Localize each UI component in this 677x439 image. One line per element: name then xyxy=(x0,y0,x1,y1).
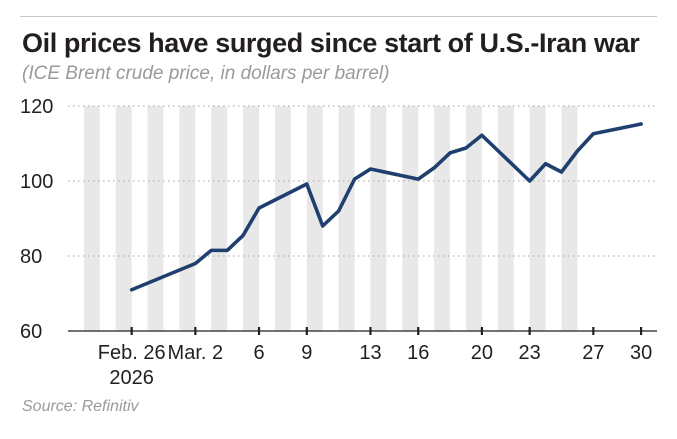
shade-band-3 xyxy=(179,106,196,331)
x-tick-label: 30 xyxy=(630,342,652,364)
shade-band-14 xyxy=(529,106,546,331)
series-group xyxy=(129,122,643,292)
shade-band-15 xyxy=(561,106,578,331)
x-tick-labels: Feb. 26 2026 Mar. 2 6 9 13 16 20 23 27 30 xyxy=(98,342,652,389)
shade-band-0 xyxy=(83,106,100,331)
x-tick-label: 16 xyxy=(407,342,429,364)
shade-band-12 xyxy=(465,106,482,331)
y-tick-label: 120 xyxy=(20,96,53,118)
shade-band-2 xyxy=(147,106,164,331)
shade-band-11 xyxy=(434,106,451,331)
x-tick-year-label: 2026 xyxy=(109,367,154,389)
shade-band-8 xyxy=(338,106,355,331)
top-rule xyxy=(20,16,657,17)
x-tick-label: 13 xyxy=(359,342,381,364)
chart-title: Oil prices have surged since start of U.… xyxy=(22,28,640,58)
shade-band-4 xyxy=(211,106,228,331)
shade-band-7 xyxy=(306,106,323,331)
y-tick-labels: 60 80 100 120 xyxy=(20,96,53,343)
series-line-brent xyxy=(129,122,643,292)
shade-band-1 xyxy=(115,106,132,331)
x-tick-label: 20 xyxy=(471,342,493,364)
chart-subtitle: (ICE Brent crude price, in dollars per b… xyxy=(22,63,390,84)
y-tick-label: 100 xyxy=(20,171,53,193)
x-tick-label: Feb. 26 xyxy=(98,342,166,364)
x-axis xyxy=(68,327,657,335)
y-tick-label: 60 xyxy=(20,321,42,343)
x-tick-label: 27 xyxy=(582,342,604,364)
x-tick-label: Mar. 2 xyxy=(168,342,224,364)
x-tick-label: 23 xyxy=(519,342,541,364)
shade-band-13 xyxy=(497,106,514,331)
shade-band-6 xyxy=(274,106,291,331)
x-tick-label: 6 xyxy=(253,342,264,364)
shade-band-10 xyxy=(402,106,419,331)
y-tick-label: 80 xyxy=(20,246,42,268)
gridlines xyxy=(68,105,657,257)
x-tick-label: 9 xyxy=(301,342,312,364)
source-note: Source: Refinitiv xyxy=(22,398,139,415)
shade-band-9 xyxy=(370,106,387,331)
